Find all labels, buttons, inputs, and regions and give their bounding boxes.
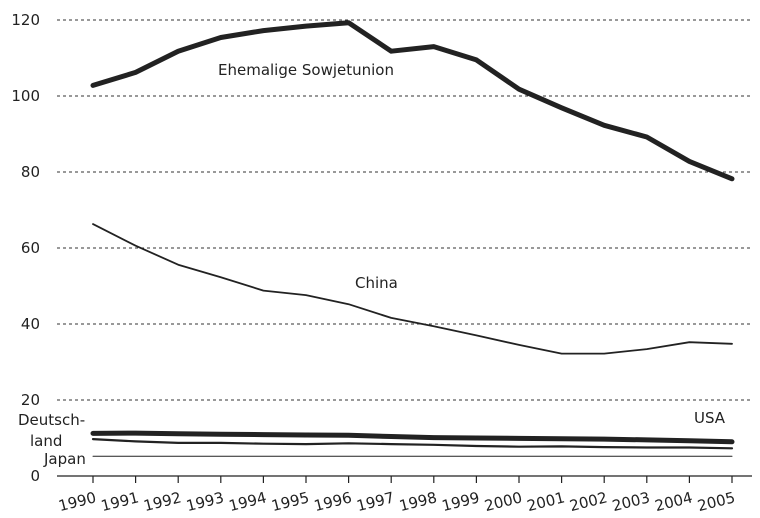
series-labels: Ehemalige Sowjetunion China USA Deutsch-… <box>18 61 726 468</box>
y-tick-label: 20 <box>21 391 40 409</box>
x-tick-label: 1998 <box>397 488 438 515</box>
series-line-deutsch-land <box>91 438 734 450</box>
x-tick-label: 1994 <box>227 488 268 515</box>
y-tick-label: 0 <box>30 467 40 485</box>
series-label-japan: Japan <box>43 450 86 468</box>
x-tick-label: 2005 <box>696 488 737 515</box>
y-tick-label: 80 <box>21 163 40 181</box>
series-layer <box>90 20 735 457</box>
y-axis-ticks: 0 20 40 60 80 100 120 <box>11 11 40 485</box>
series-line-usa <box>90 430 735 445</box>
x-tick-label: 1995 <box>270 488 311 515</box>
grid-layer <box>57 19 752 401</box>
series-label-deutschland-1: Deutsch- <box>18 411 85 429</box>
y-tick-label: 100 <box>11 87 40 105</box>
series-label-deutschland-2: land <box>30 432 62 450</box>
series-line-china <box>92 223 733 355</box>
x-tick-label: 2004 <box>653 488 694 515</box>
y-tick-label: 40 <box>21 315 40 333</box>
x-tick-label: 2001 <box>525 488 566 515</box>
x-tick-label: 1997 <box>355 488 396 515</box>
x-tick-label: 1999 <box>440 488 481 515</box>
x-tick-label: 1993 <box>184 488 225 515</box>
series-line-ehemalige-sowjetunion <box>90 20 735 182</box>
x-tick-label: 1992 <box>142 488 183 515</box>
x-axis-ticks: 1990 1991 1992 1993 1994 1995 1996 1997 1998 1999… <box>57 476 737 515</box>
x-tick-label: 1991 <box>99 488 140 515</box>
x-tick-label: 2000 <box>483 488 524 515</box>
x-tick-label: 2003 <box>610 488 651 515</box>
series-label-usa: USA <box>694 409 726 427</box>
x-tick-label: 2002 <box>568 488 609 515</box>
x-tick-label: 1996 <box>312 488 353 515</box>
x-tick-label: 1990 <box>57 488 98 515</box>
y-tick-label: 120 <box>11 11 40 29</box>
y-tick-label: 60 <box>21 239 40 257</box>
series-label-sowjetunion: Ehemalige Sowjetunion <box>218 61 394 79</box>
series-label-china: China <box>355 274 398 292</box>
